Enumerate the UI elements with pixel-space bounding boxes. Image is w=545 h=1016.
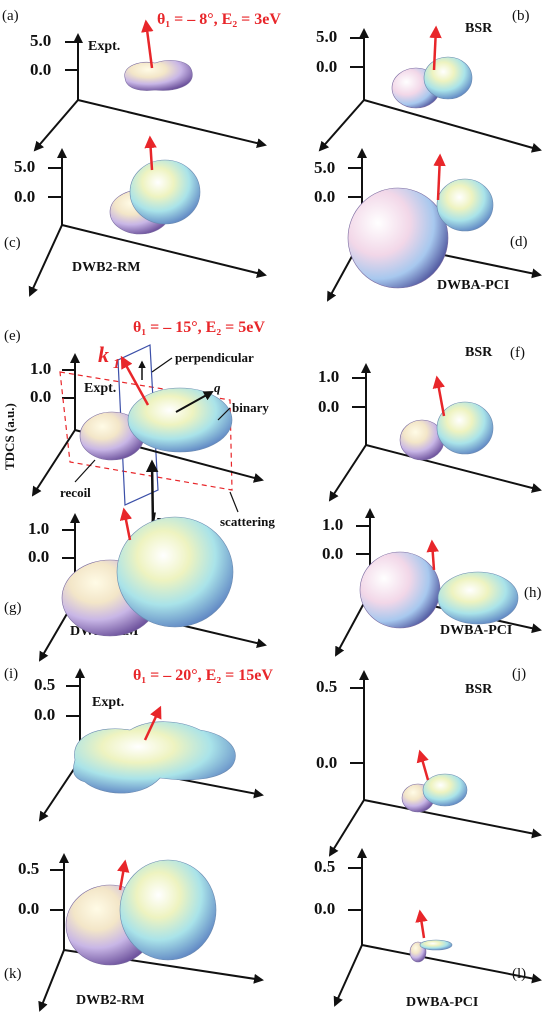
tick-top-g: 1.0	[28, 519, 49, 538]
panel-b: (b) 5.0 0.0 BSR	[316, 8, 542, 153]
method-label-e: Expt.	[84, 381, 116, 396]
panel-l: 0.5 0.0 (l) DWBA-PCI	[314, 848, 542, 1010]
q-label: q	[214, 380, 221, 395]
tick-zero-h: 0.0	[322, 544, 343, 563]
tick-zero-d: 0.0	[314, 187, 335, 206]
tick-zero-g: 0.0	[28, 547, 49, 566]
condition-row-1: θ₁ = – 8°, E₂ = 3eV	[157, 11, 281, 28]
binary-label: binary	[232, 400, 269, 415]
tick-top-c: 5.0	[14, 157, 35, 176]
tick-zero-f: 0.0	[318, 397, 339, 416]
panel-label-h: (h)	[524, 585, 542, 601]
k1-subscript: 1	[113, 357, 120, 372]
condition-row-3: θ₁ = – 20°, E₂ = 15eV	[133, 667, 273, 684]
y-axis-label: TDCS (a.u.)	[2, 403, 17, 470]
tick-top-k: 0.5	[18, 859, 39, 878]
condition-row-2: θ₁ = – 15°, E₂ = 5eV	[133, 319, 265, 336]
method-label-c: DWB2-RM	[72, 260, 140, 275]
tdcs-surface	[124, 60, 193, 91]
method-label-b: BSR	[465, 21, 493, 36]
momentum-arrow	[141, 19, 154, 69]
panel-label-b: (b)	[512, 8, 530, 24]
method-label-h: DWBA-PCI	[440, 623, 512, 638]
panel-a: (a) 5.0 0.0 Expt. θ₁ = – 8°, E₂ = 3eV	[2, 8, 281, 152]
y-axis	[33, 99, 79, 152]
scattering-label: scattering	[220, 514, 275, 529]
panel-g: 1.0 0.0 (g) DWB2-RM	[4, 507, 267, 662]
panel-c: 5.0 0.0 (c) DWB2-RM	[4, 135, 267, 297]
method-label-k: DWB2-RM	[76, 993, 144, 1008]
tick-zero-j: 0.0	[316, 753, 337, 772]
panel-j: (j) BSR 0.5 0.0	[316, 666, 542, 857]
perpendicular-label: perpendicular	[175, 350, 254, 365]
tick-zero-l: 0.0	[314, 899, 335, 918]
panel-label-c: (c)	[4, 235, 21, 251]
tick-top-b: 5.0	[316, 27, 337, 46]
tick-top-d: 5.0	[314, 158, 335, 177]
tick-top-a: 5.0	[30, 31, 51, 50]
recoil-label: recoil	[60, 485, 91, 500]
tick-zero-e: 0.0	[30, 387, 51, 406]
tick-zero-b: 0.0	[316, 57, 337, 76]
tick-top-h: 1.0	[322, 515, 343, 534]
panel-label-i: (i)	[4, 666, 18, 682]
panel-k: 0.5 0.0 (k) DWB2-RM	[4, 853, 264, 1012]
panel-label-k: (k)	[4, 966, 22, 982]
panel-label-j: (j)	[512, 666, 526, 682]
tick-top-f: 1.0	[318, 367, 339, 386]
panel-f: (f) BSR 1.0 0.0	[318, 345, 542, 502]
panel-label-f: (f)	[510, 345, 525, 361]
tick-zero-a: 0.0	[30, 60, 51, 79]
scattering-plane	[59, 371, 233, 491]
panel-d: 5.0 0.0 (d) DWBA-PCI	[314, 148, 542, 302]
panel-label-e: (e)	[4, 328, 21, 344]
panel-e: (e) θ₁ = – 15°, E₂ = 5eV 1.0 0.0 TDCS (a…	[2, 319, 275, 538]
panel-label-l: (l)	[512, 966, 526, 982]
method-label-a: Expt.	[88, 39, 120, 54]
tick-zero-c: 0.0	[14, 187, 35, 206]
tick-zero-i: 0.0	[34, 705, 55, 724]
tick-zero-k: 0.0	[18, 899, 39, 918]
x-axis	[77, 99, 267, 148]
panel-h: 1.0 0.0 (h) DWBA-PCI	[322, 508, 542, 657]
tick-top-e: 1.0	[30, 359, 51, 378]
panel-label-a: (a)	[2, 8, 19, 24]
tick-top-i: 0.5	[34, 675, 55, 694]
panel-label-g: (g)	[4, 600, 22, 616]
tick-top-l: 0.5	[314, 857, 335, 876]
method-label-d: DWBA-PCI	[437, 278, 509, 293]
k1-label: k	[98, 342, 109, 367]
tick-top-j: 0.5	[316, 677, 337, 696]
method-label-i: Expt.	[92, 695, 124, 710]
method-label-j: BSR	[465, 682, 493, 697]
method-label-f: BSR	[465, 345, 493, 360]
method-label-l: DWBA-PCI	[406, 995, 478, 1010]
panel-i: (i) θ₁ = – 20°, E₂ = 15eV 0.5 0.0 Expt.	[4, 666, 273, 822]
panel-label-d: (d)	[510, 234, 528, 250]
